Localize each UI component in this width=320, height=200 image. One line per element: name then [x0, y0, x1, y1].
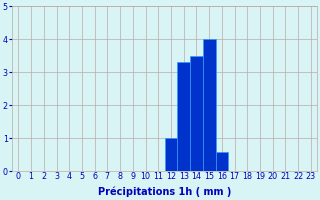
- Bar: [165, 138, 177, 171]
- Bar: [215, 152, 228, 171]
- Bar: [190, 56, 203, 171]
- X-axis label: Précipitations 1h ( mm ): Précipitations 1h ( mm ): [98, 187, 231, 197]
- Bar: [203, 39, 215, 171]
- Bar: [177, 62, 190, 171]
